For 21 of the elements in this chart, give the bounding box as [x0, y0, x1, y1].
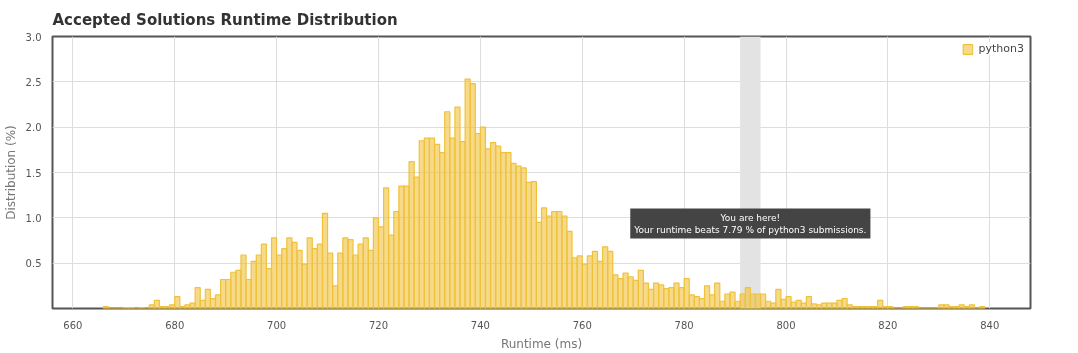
x-tick-label: 840 [980, 319, 1000, 331]
y-tick-label: 0.5 [25, 258, 42, 270]
y-tick-label: 2.0 [25, 122, 42, 134]
x-tick-label: 720 [368, 319, 389, 331]
annotation: You are here! Your runtime beats 7.79 % of python3 submissions. [633, 212, 867, 235]
chart-title: Accepted Solutions Runtime Distribution [52, 10, 398, 29]
x-tick-label: 800 [776, 319, 796, 331]
y-axis-title: Distribution (%) [3, 125, 18, 220]
x-tick-label: 780 [674, 319, 694, 331]
x-axis-title: Runtime (ms) [500, 336, 583, 351]
y-tick-label: 1.5 [25, 167, 42, 179]
x-tick-label: 700 [267, 319, 287, 331]
y-tick-label: 2.5 [25, 76, 42, 88]
x-tick-label: 680 [165, 319, 185, 331]
y-tick-label: 3.0 [25, 31, 42, 43]
x-tick-label: 740 [470, 319, 490, 331]
x-tick-label: 760 [572, 319, 592, 331]
x-tick-label: 660 [63, 319, 83, 331]
y-tick-label: 1.0 [25, 212, 42, 224]
legend-label: python3 [978, 42, 1024, 55]
x-tick-label: 820 [878, 319, 898, 331]
